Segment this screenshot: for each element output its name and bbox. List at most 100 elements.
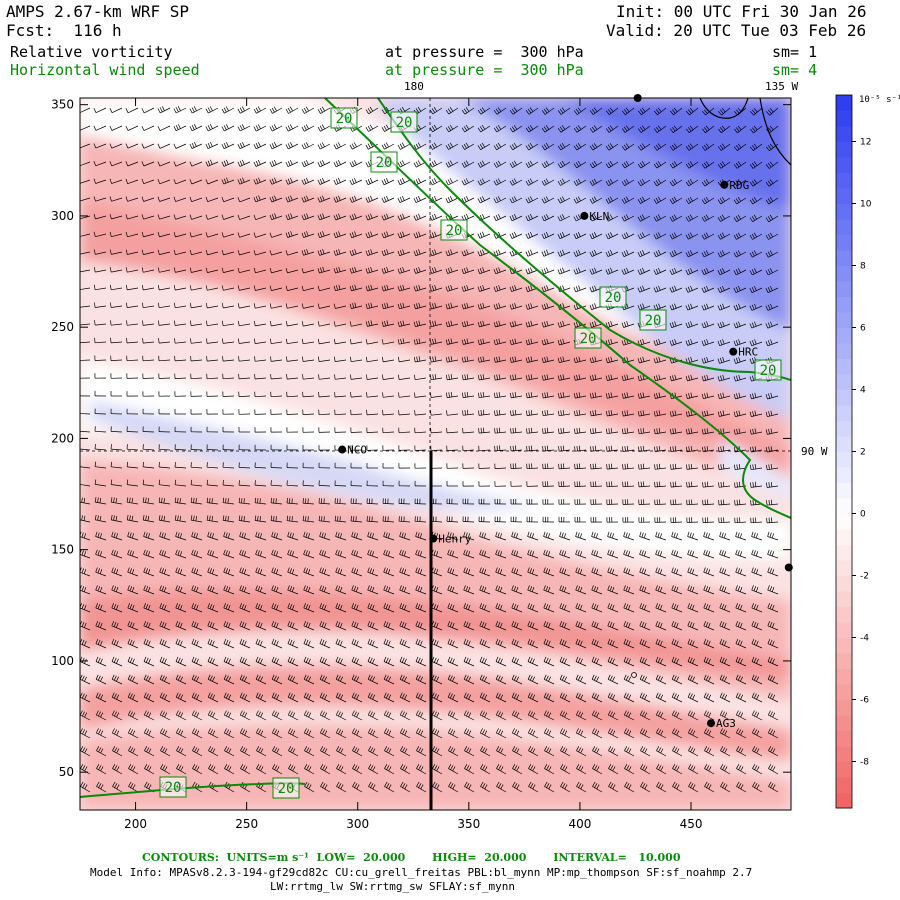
wind-barb-flag [239, 638, 243, 644]
wind-barb-flag [737, 639, 741, 645]
wind-barb [607, 269, 619, 275]
wind-barb-flag [305, 142, 309, 147]
wind-barb [511, 395, 523, 399]
wind-barb [511, 251, 523, 257]
wind-barb [431, 661, 443, 667]
wind-barb [190, 466, 203, 469]
wind-barb-flag [769, 657, 773, 663]
wind-barb [689, 125, 699, 133]
wind-barb-flag [131, 533, 135, 539]
wind-barb-flag [431, 108, 436, 113]
wind-barb-flag [461, 339, 464, 345]
wind-barb-flag [445, 357, 448, 363]
wind-barb-flag [449, 124, 454, 130]
wind-barb-flag [397, 233, 401, 239]
wind-barb-flag [481, 107, 486, 112]
wind-barb-flag [337, 604, 341, 609]
wind-barb-flag [433, 107, 438, 112]
wind-barb-flag [273, 515, 275, 521]
wind-barb-flag [399, 585, 402, 591]
wind-barb-flag [94, 514, 97, 520]
wind-barb-flag [145, 515, 147, 521]
wind-barb-flag [111, 585, 114, 591]
wind-barb-flag [193, 124, 197, 129]
wind-barb-flag [493, 180, 497, 186]
wind-barb [575, 287, 587, 293]
wind-barb-flag [173, 214, 176, 220]
wind-barb [768, 251, 779, 258]
wind-barb-flag [611, 586, 615, 592]
wind-barb-flag [322, 231, 325, 237]
wind-barb [271, 377, 283, 380]
wind-barb [95, 571, 107, 577]
wind-barb [351, 341, 363, 345]
wind-barb [719, 625, 731, 631]
wind-barb [448, 179, 459, 186]
wind-barb [175, 341, 187, 344]
wind-barb-flag [431, 143, 435, 149]
wind-barb [111, 287, 123, 291]
wind-barb-flag [257, 159, 261, 165]
wind-barb-flag [418, 356, 421, 362]
wind-barb [591, 625, 603, 631]
wind-barb [95, 519, 107, 523]
wind-barb [399, 341, 411, 345]
wind-barb-flag [690, 303, 693, 309]
wind-barb-flag [292, 676, 295, 682]
wind-barb-flag [461, 251, 465, 257]
wind-barb-flag [593, 232, 597, 237]
wind-barb [223, 520, 235, 523]
wind-barb [750, 521, 763, 524]
wind-barb [495, 287, 507, 292]
wind-barb-flag [241, 159, 245, 165]
wind-barb-flag [83, 551, 87, 557]
wind-barb-flag [447, 531, 450, 537]
wind-barb-flag [237, 144, 241, 149]
wind-barb-flag [701, 146, 706, 151]
wind-barb [543, 413, 555, 417]
wind-barb [191, 536, 203, 541]
wind-barb-flag [655, 144, 660, 150]
wind-barb-flag [429, 268, 432, 274]
wind-barb-flag [687, 180, 692, 185]
wind-barb-flag [94, 443, 96, 450]
wind-barb-flag [625, 232, 629, 237]
wind-barb-flag [673, 639, 677, 645]
wind-barb-flag [735, 286, 739, 292]
wind-barb-flag [707, 499, 709, 505]
wind-barb-flag [446, 392, 448, 398]
wind-barb [80, 413, 91, 415]
wind-barb-flag [433, 550, 436, 556]
wind-barb-flag [653, 252, 657, 257]
wind-barb [687, 661, 699, 667]
wind-barb-flag [722, 481, 725, 487]
wind-barb-flag [543, 179, 547, 185]
wind-barb-flag [243, 569, 247, 575]
wind-barb-flag [701, 411, 704, 417]
wind-barb [607, 395, 619, 399]
wind-barb [575, 233, 587, 240]
wind-barb-flag [241, 141, 245, 147]
wind-barb-flag [274, 213, 277, 219]
wind-barb-flag [525, 163, 529, 168]
wind-barb-flag [739, 533, 743, 539]
wind-barb-flag [430, 392, 432, 398]
wind-barb-flag [399, 232, 403, 238]
wind-barb [224, 125, 235, 132]
wind-barb-flag [351, 567, 354, 573]
wind-barb [576, 161, 587, 169]
wind-barb-flag [753, 108, 758, 113]
wind-barb-flag [109, 214, 112, 220]
wind-barb-flag [157, 285, 160, 291]
wind-barb-flag [387, 622, 391, 628]
wind-barb-flag [590, 446, 592, 452]
wind-barb-flag [637, 128, 642, 133]
wind-barb [159, 197, 171, 202]
wind-barb-flag [477, 322, 480, 327]
wind-barb-flag [269, 144, 273, 150]
wind-barb-flag [621, 340, 624, 346]
wind-barb-flag [468, 640, 471, 646]
wind-barb-flag [305, 532, 308, 538]
wind-barb-flag [625, 639, 629, 645]
wind-barb-flag [656, 481, 658, 487]
